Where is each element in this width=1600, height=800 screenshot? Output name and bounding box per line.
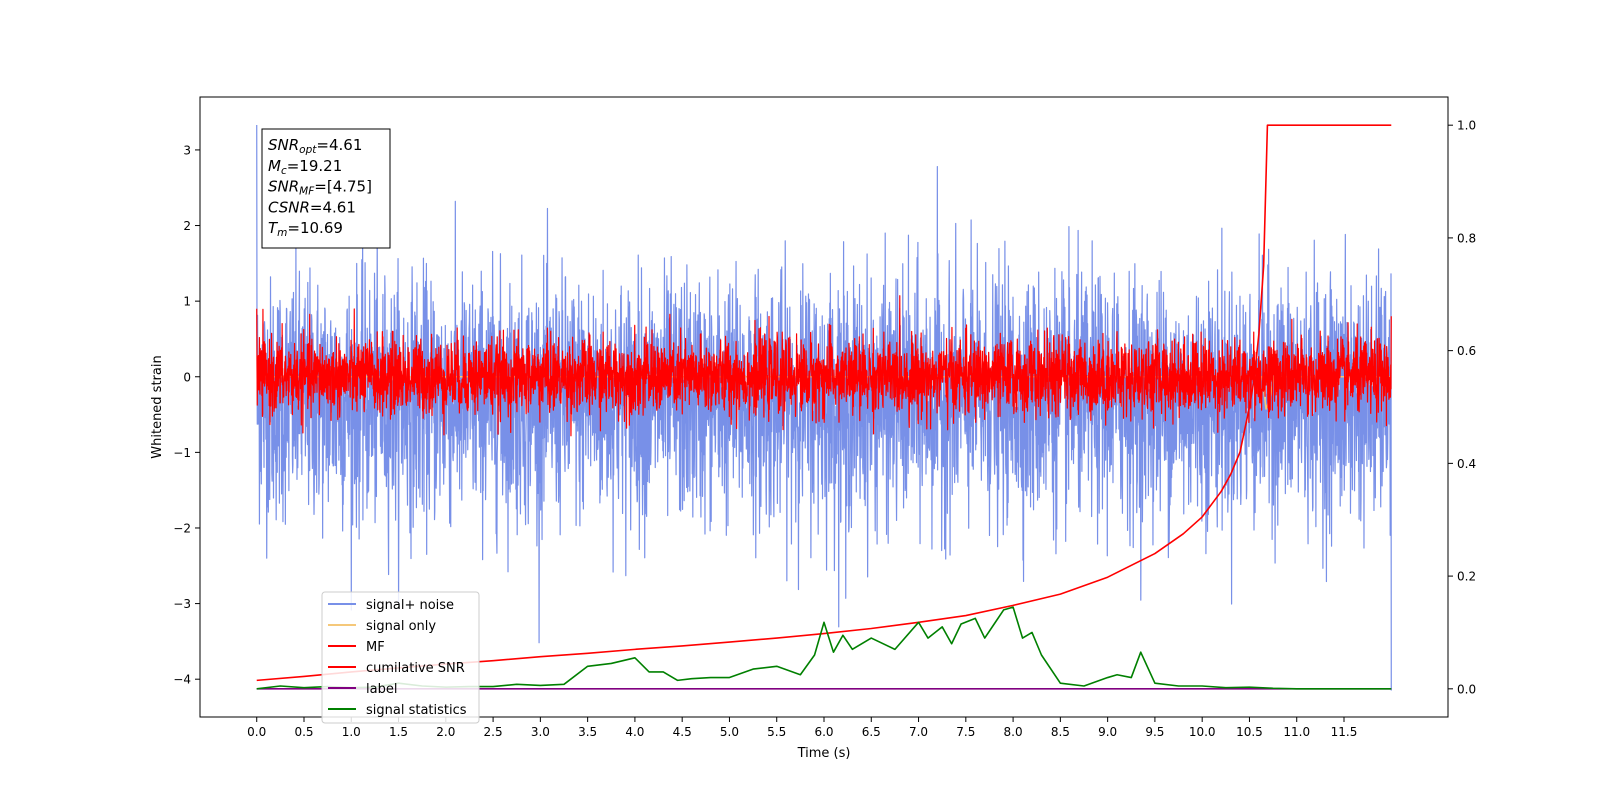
y-tick-label: −1: [173, 446, 191, 460]
y-tick-label: 3: [183, 143, 191, 157]
y-tick-label: −2: [173, 521, 191, 535]
legend-label: signal+ noise: [366, 598, 454, 613]
annotation-line: Mc=19.21: [268, 157, 342, 177]
y2-tick-label: 0.6: [1457, 344, 1476, 358]
x-tick-label: 10.0: [1189, 725, 1216, 739]
x-tick-label: 8.0: [1004, 725, 1023, 739]
y-axis-right: 1.0 0.8 0.6 0.4 0.2 0.0: [1448, 119, 1476, 696]
y2-tick-label: 0.4: [1457, 457, 1476, 471]
legend-label: MF: [366, 640, 385, 655]
y-tick-label: 2: [183, 219, 191, 233]
x-tick-label: 1.5: [389, 725, 408, 739]
x-tick-label: 8.5: [1051, 725, 1070, 739]
legend: signal+ noise signal only MF cumilative SNR…: [321, 591, 480, 724]
annotation-box: SNRopt=4.61Mc=19.21SNRMF=[4.75]CSNR=4.61…: [261, 128, 391, 249]
x-tick-label: 4.5: [673, 725, 692, 739]
x-tick-label: 7.5: [956, 725, 975, 739]
legend-label: signal only: [366, 619, 436, 634]
annotation-line: SNRopt=4.61: [268, 136, 362, 156]
series-signal-statistics: [256, 606, 1392, 690]
annotation-line: SNRMF=[4.75]: [268, 178, 372, 198]
y-tick-label: −4: [173, 673, 191, 687]
y-axis-label: Whitened strain: [150, 355, 165, 458]
x-tick-label: 11.0: [1283, 725, 1310, 739]
y2-tick-label: 0.2: [1457, 570, 1476, 584]
legend-label: cumilative SNR: [366, 661, 465, 676]
legend-label: signal statistics: [366, 703, 467, 718]
x-tick-label: 7.0: [909, 725, 928, 739]
x-tick-label: 0.5: [294, 725, 313, 739]
y-tick-label: −3: [173, 597, 191, 611]
y-tick-label: 1: [183, 295, 191, 309]
annotation-line: CSNR=4.61: [268, 198, 356, 216]
x-tick-label: 6.5: [862, 725, 881, 739]
series-mf: [256, 295, 1392, 437]
x-tick-label: 2.0: [436, 725, 455, 739]
x-tick-label: 3.0: [531, 725, 550, 739]
x-axis: 0.0 0.5 1.0 1.5 2.0 2.5 3.0 3.5 4.0 4.5 5.0 5.5 6.0 6…: [247, 717, 1357, 739]
x-tick-label: 9.5: [1145, 725, 1164, 739]
x-axis-label: Time (s): [797, 746, 851, 761]
legend-label: label: [366, 682, 397, 697]
x-tick-label: 3.5: [578, 725, 597, 739]
series-cumilative-snr: [256, 124, 1392, 682]
x-tick-label: 10.5: [1236, 725, 1263, 739]
x-tick-label: 2.5: [484, 725, 503, 739]
x-tick-label: 5.0: [720, 725, 739, 739]
y2-tick-label: 0.8: [1457, 231, 1476, 245]
annotation-line: Tm=10.69: [268, 219, 343, 239]
x-tick-label: 4.0: [625, 725, 644, 739]
y-tick-label: 0: [183, 370, 191, 384]
y-axis-left: 3 2 1 0 −1 −2 −3 −4: [173, 143, 200, 687]
x-tick-label: 11.5: [1331, 725, 1358, 739]
y2-tick-label: 1.0: [1457, 119, 1476, 133]
x-tick-label: 6.0: [814, 725, 833, 739]
x-tick-label: 1.0: [342, 725, 361, 739]
x-tick-label: 0.0: [247, 725, 266, 739]
x-tick-label: 9.0: [1098, 725, 1117, 739]
x-tick-label: 5.5: [767, 725, 786, 739]
y2-tick-label: 0.0: [1457, 682, 1476, 696]
